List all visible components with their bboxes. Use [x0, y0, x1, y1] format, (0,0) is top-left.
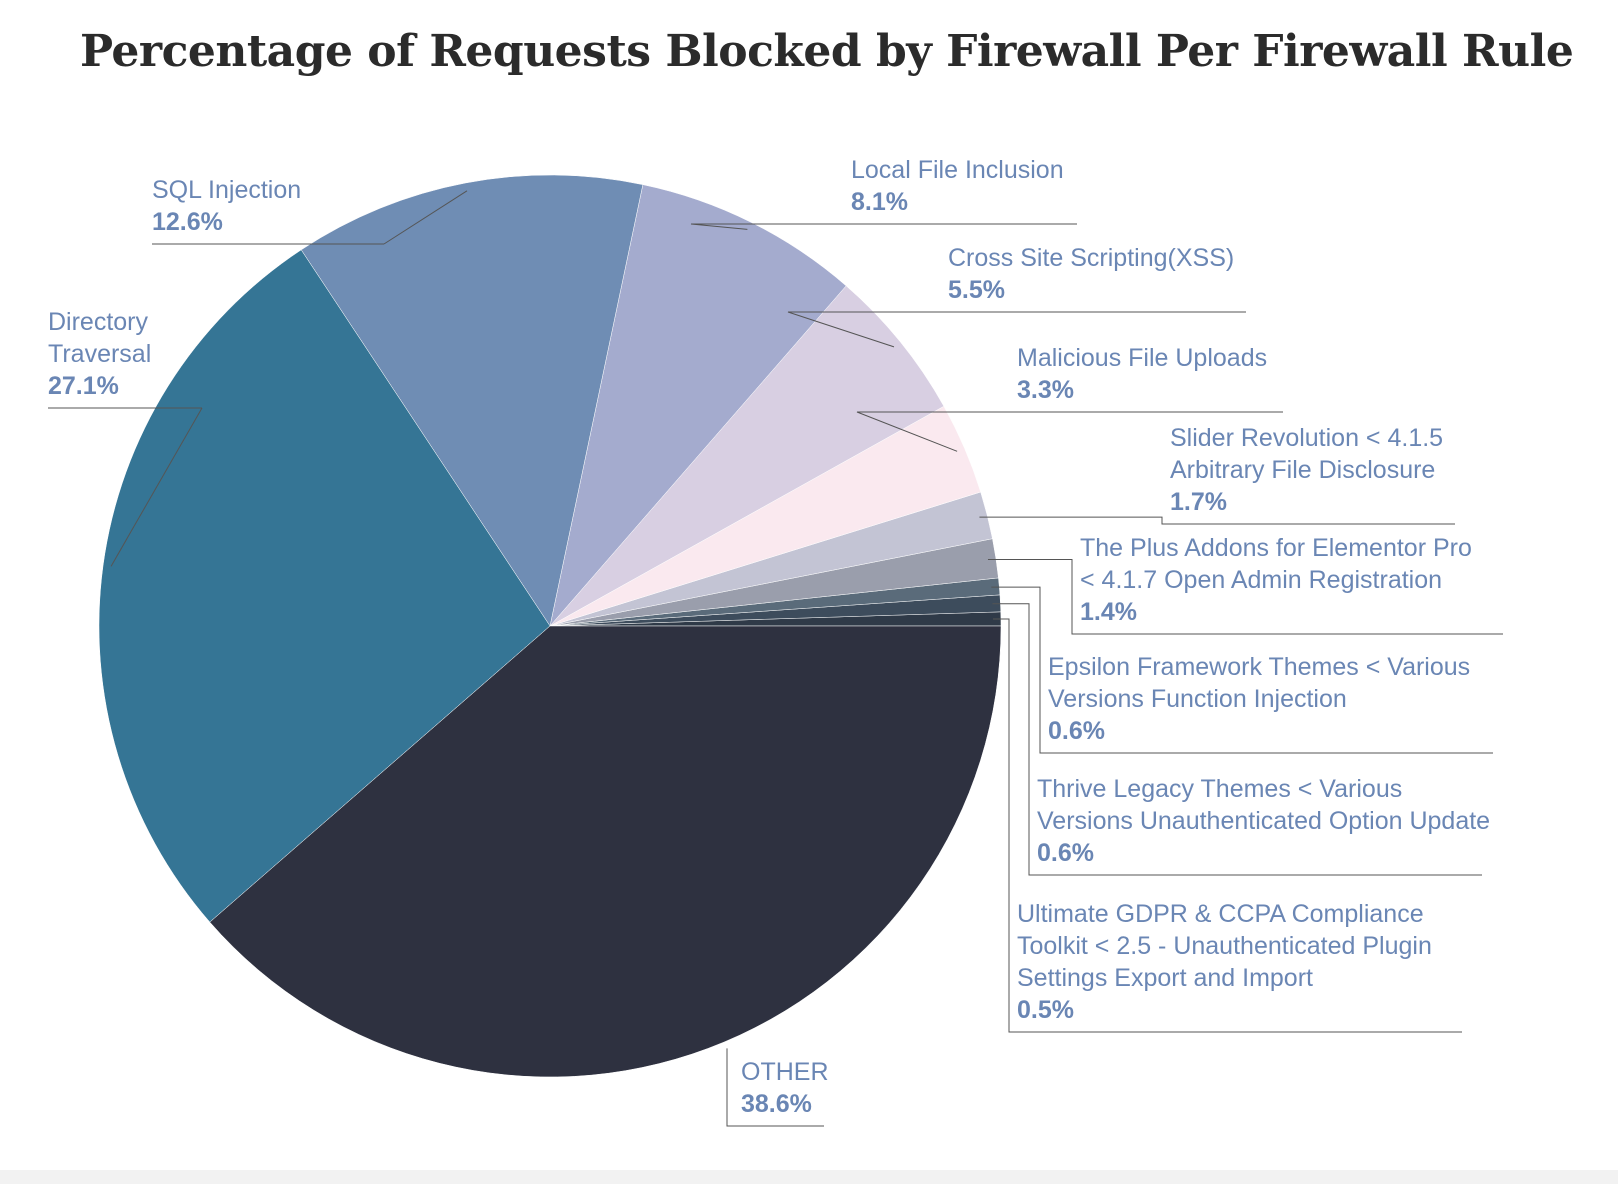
slice-percent-label: 27.1%: [48, 372, 119, 400]
slice-name-label: OTHER: [741, 1058, 829, 1086]
labels-layer: Ultimate GDPR & CCPA Compliance Toolkit <…: [48, 156, 1490, 1118]
slice-percent-label: 38.6%: [741, 1090, 812, 1118]
leader-line: [110, 407, 203, 567]
slice-name-label: Arbitrary File Disclosure: [1170, 456, 1435, 484]
slice-percent-label: 0.6%: [1048, 717, 1105, 745]
slice-label-cross-site-scripting-xss: Cross Site Scripting(XSS) 5.5%: [948, 244, 1234, 304]
leader-line: [992, 603, 1482, 876]
bottom-strip: [0, 1170, 1618, 1184]
leader-line: [992, 618, 1462, 1033]
slice-name-label: < 4.1.7 Open Admin Registration: [1080, 566, 1442, 594]
slice-name-label: SQL Injection: [152, 176, 301, 204]
slice-label-sql-injection: SQL Injection 12.6%: [152, 176, 301, 236]
leader-line: [991, 586, 1493, 754]
leader-line: [690, 223, 1077, 230]
pie-slice-sql-injection: [300, 174, 644, 627]
slice-label-the-plus-addons-for-elementor-pro-4-1-7-open-admin-registration: The Plus Addons for Elementor Pro < 4.1.7…: [1080, 534, 1472, 626]
slice-name-label: Slider Revolution < 4.1.5: [1170, 424, 1443, 452]
slice-name-label: Thrive Legacy Themes < Various: [1037, 775, 1402, 803]
slice-name-label: Epsilon Framework Themes < Various: [1048, 653, 1470, 681]
slice-percent-label: 1.4%: [1080, 598, 1137, 626]
slice-name-label: Malicious File Uploads: [1017, 344, 1267, 372]
slice-label-thrive-legacy-themes-various-versions-unauthenticated-option-update: Thrive Legacy Themes < Various Versions U…: [1037, 775, 1490, 867]
pie-slice-other: [209, 625, 1002, 1078]
leader-line: [987, 558, 1503, 635]
pie-slice-local-file-inclusion: [549, 184, 847, 627]
slice-label-slider-revolution-4-1-5-arbitrary-file-disclosure: Slider Revolution < 4.1.5 Arbitrary File …: [1170, 424, 1443, 516]
chart-title: Percentage of Requests Blocked by Firewa…: [80, 26, 1574, 77]
slice-label-epsilon-framework-themes-various-versions-function-injection: Epsilon Framework Themes < Various Versio…: [1048, 653, 1470, 745]
leader-line: [856, 411, 1283, 452]
slice-percent-label: 0.6%: [1037, 839, 1094, 867]
slice-name-label: Versions Function Injection: [1048, 685, 1347, 713]
slice-percent-label: 3.3%: [1017, 376, 1074, 404]
leader-line: [726, 1048, 824, 1127]
leader-lines-layer: [48, 190, 1503, 1127]
slice-name-label: Traversal: [48, 340, 151, 368]
pie-slice-cross-site-scripting-xss: [549, 285, 945, 627]
slice-label-malicious-file-uploads: Malicious File Uploads 3.3%: [1017, 344, 1267, 404]
slice-name-label: The Plus Addons for Elementor Pro: [1080, 534, 1472, 562]
slice-label-local-file-inclusion: Local File Inclusion 8.1%: [851, 156, 1064, 216]
leader-line: [979, 516, 1455, 525]
slice-name-label: Local File Inclusion: [851, 156, 1064, 184]
slice-label-directory-traversal: Directory Traversal 27.1%: [48, 308, 151, 400]
slice-name-label: Ultimate GDPR & CCPA Compliance: [1017, 900, 1424, 928]
leader-line: [383, 190, 468, 245]
slice-percent-label: 0.5%: [1017, 996, 1074, 1024]
slice-name-label: Cross Site Scripting(XSS): [948, 244, 1234, 272]
slice-label-other: OTHER 38.6%: [741, 1058, 829, 1118]
slice-name-label: Versions Unauthenticated Option Update: [1037, 807, 1490, 835]
slice-percent-label: 5.5%: [948, 276, 1005, 304]
slice-name-label: Toolkit < 2.5 - Unauthenticated Plugin: [1017, 932, 1432, 960]
slice-name-label: Settings Export and Import: [1017, 964, 1313, 992]
leader-line: [787, 311, 1246, 348]
pie-slice-directory-traversal: [98, 249, 551, 923]
slice-label-ultimate-gdpr-ccpa-compliance-toolkit-2-5-unauthenticated-plugin-settings-export-and-import: Ultimate GDPR & CCPA Compliance Toolkit <…: [1017, 900, 1432, 1024]
slice-percent-label: 1.7%: [1170, 488, 1227, 516]
slice-percent-label: 8.1%: [851, 188, 908, 216]
slice-name-label: Directory: [48, 308, 149, 336]
slices-layer: [98, 174, 1002, 1078]
slice-percent-label: 12.6%: [152, 208, 223, 236]
